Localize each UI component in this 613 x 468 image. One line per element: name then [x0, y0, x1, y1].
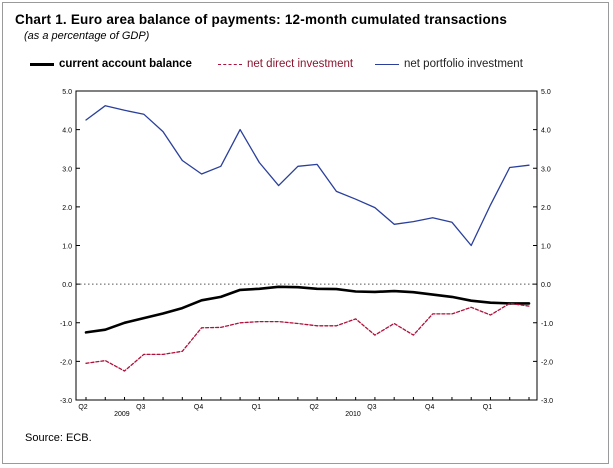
y-tick-label-right: -2.0	[541, 359, 553, 366]
chart-subtitle: (as a percentage of GDP)	[24, 30, 150, 42]
y-tick-label-left: 3.0	[62, 166, 72, 173]
x-tick-label: Q4	[425, 404, 434, 411]
chart-frame: Chart 1. Euro area balance of payments: …	[2, 2, 609, 464]
x-tick-label: Q2	[309, 404, 318, 411]
y-tick-label-right: -3.0	[541, 398, 553, 405]
y-tick-label-left: 2.0	[62, 205, 72, 212]
y-tick-label-right: 1.0	[541, 244, 551, 251]
series-line-net-direct-investment	[85, 302, 530, 372]
y-tick-label-left: 0.0	[62, 282, 72, 289]
legend-label-direct-investment: net direct investment	[247, 58, 354, 70]
y-tick-label-left: -1.0	[60, 321, 72, 328]
legend-item-portfolio-investment: net portfolio investment	[375, 58, 523, 70]
x-tick-label: Q3	[367, 404, 376, 411]
y-tick-label-right: 5.0	[541, 89, 551, 96]
x-year-label: 2010	[345, 411, 361, 418]
x-tick-label: Q3	[136, 404, 145, 411]
legend-item-direct-investment: net direct investment	[218, 58, 353, 70]
legend-swatch-current-account	[30, 62, 54, 66]
legend-swatch-direct-investment	[218, 63, 242, 65]
y-tick-label-right: -1.0	[541, 321, 553, 328]
y-tick-label-right: 0.0	[541, 282, 551, 289]
y-tick-label-right: 3.0	[541, 166, 551, 173]
legend-item-current-account: current account balance	[30, 58, 192, 70]
x-tick-label: Q1	[483, 404, 492, 411]
x-tick-label: Q2	[78, 404, 87, 411]
x-tick-label: Q1	[252, 404, 261, 411]
y-tick-label-left: -3.0	[60, 398, 72, 405]
y-tick-label-right: 4.0	[541, 128, 551, 135]
legend-swatch-portfolio-investment	[375, 63, 399, 65]
legend-label-current-account: current account balance	[59, 58, 192, 70]
source-note: Source: ECB.	[25, 432, 92, 444]
x-tick-label: Q4	[194, 404, 203, 411]
x-year-label: 2009	[114, 411, 130, 418]
y-tick-label-left: 1.0	[62, 244, 72, 251]
y-tick-label-right: 2.0	[541, 205, 551, 212]
chart-title: Chart 1. Euro area balance of payments: …	[15, 12, 508, 27]
y-tick-label-left: 5.0	[62, 89, 72, 96]
series-line-net-portfolio-investment	[85, 105, 530, 247]
legend-label-portfolio-investment: net portfolio investment	[404, 58, 523, 70]
y-tick-label-left: 4.0	[62, 128, 72, 135]
y-tick-label-left: -2.0	[60, 359, 72, 366]
plot-area-border	[75, 90, 538, 401]
series-line-current-account-balance	[84, 285, 531, 334]
